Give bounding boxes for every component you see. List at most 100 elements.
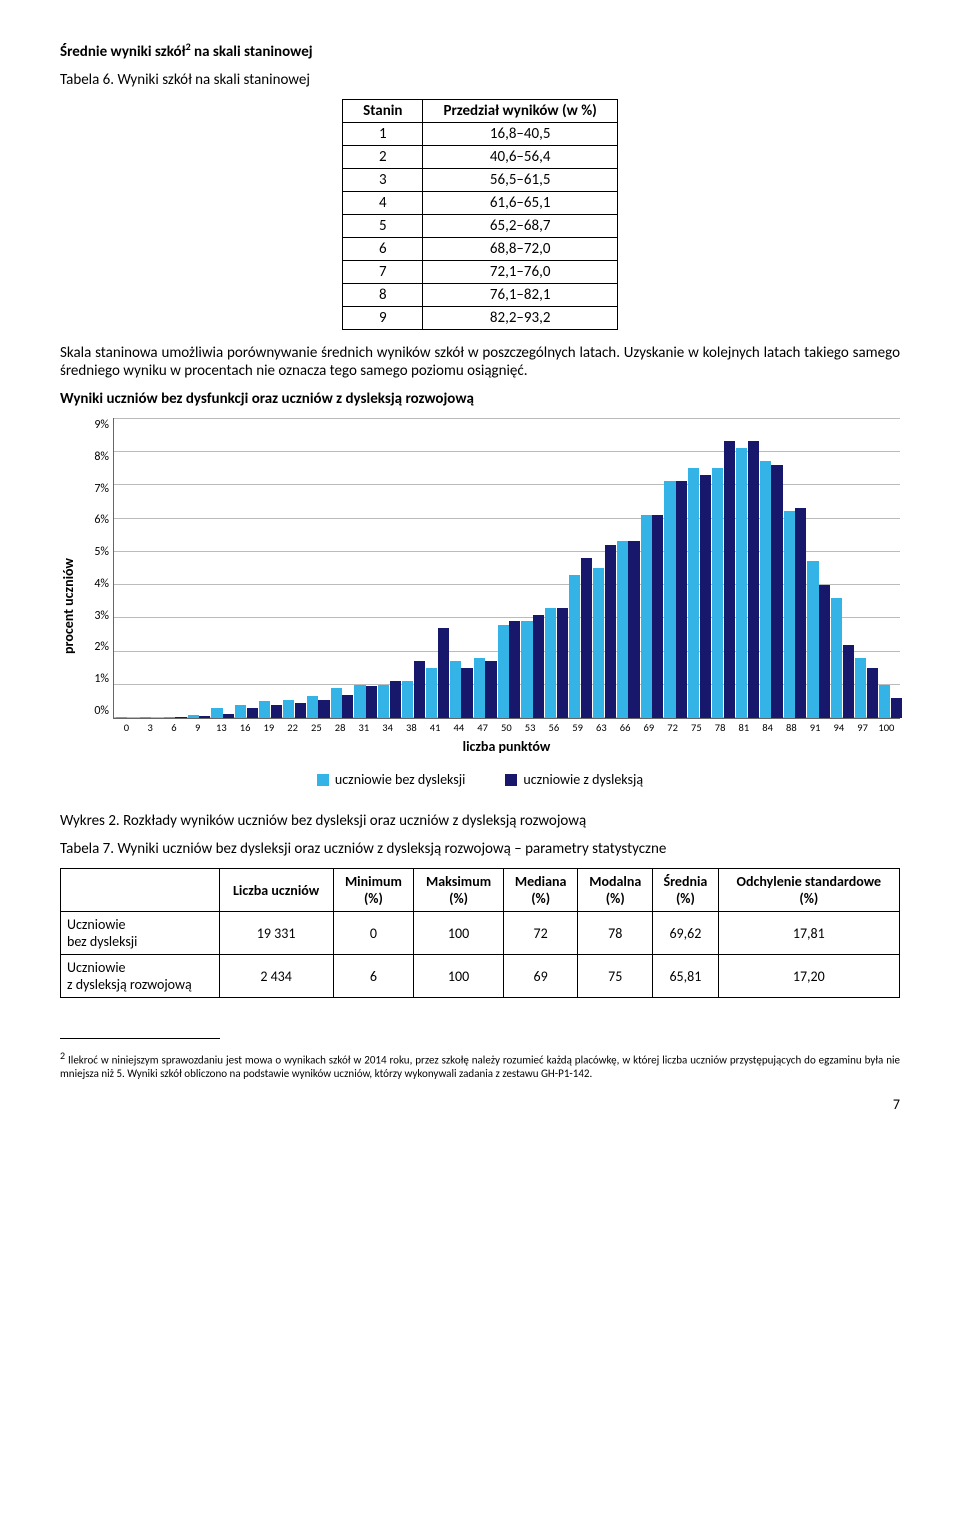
x-tick: 3 (139, 721, 162, 734)
x-tick: 0 (115, 721, 138, 734)
bar-bez (283, 700, 294, 718)
table-cell: 56,5–61,5 (423, 169, 617, 192)
bar-group (116, 418, 139, 718)
table-cell: 6 (343, 238, 423, 261)
footnote: 2 Ilekroć w niniejszym sprawozdaniu jest… (60, 1050, 900, 1080)
y-tick: 6% (81, 513, 109, 527)
x-tick: 75 (685, 721, 708, 734)
x-tick: 53 (519, 721, 542, 734)
chart-plot (113, 418, 900, 719)
table-cell: 2 434 (219, 955, 333, 998)
table-cell: 17,20 (718, 955, 899, 998)
bar-group (140, 418, 163, 718)
bar-group (402, 418, 425, 718)
bar-group (354, 418, 377, 718)
bar-group (498, 418, 521, 718)
stats-row-label: Uczniowiez dysleksją rozwojową (61, 955, 220, 998)
y-tick: 3% (81, 609, 109, 623)
stats-col-header: Średnia(%) (653, 869, 718, 912)
table-cell: 16,8–40,5 (423, 123, 617, 146)
bar-group (164, 418, 187, 718)
bar-z (724, 441, 735, 718)
bar-bez (259, 701, 270, 718)
table-row: 116,8–40,5 (343, 123, 618, 146)
bar-bez (474, 658, 485, 718)
legend-swatch-bez (317, 774, 329, 786)
x-tick: 50 (495, 721, 518, 734)
stats-table: Liczba uczniówMinimum(%)Maksimum(%)Media… (60, 868, 900, 998)
bar-z (295, 703, 306, 718)
bar-bez (855, 658, 866, 718)
x-tick: 41 (424, 721, 447, 734)
bar-bez (617, 541, 628, 718)
bar-z (414, 661, 425, 718)
x-tick: 81 (733, 721, 756, 734)
stats-row-label: Uczniowiebez dysleksji (61, 912, 220, 955)
x-tick: 38 (400, 721, 423, 734)
table-row: 772,1–76,0 (343, 261, 618, 284)
bar-bez (712, 468, 723, 718)
table-cell: 78 (578, 912, 653, 955)
x-tick: 97 (851, 721, 874, 734)
x-tick: 31 (353, 721, 376, 734)
bar-z (390, 681, 401, 718)
bar-bez (498, 625, 509, 718)
bar-group (188, 418, 211, 718)
bar-bez (354, 685, 365, 718)
bar-group (521, 418, 544, 718)
bar-group (617, 418, 640, 718)
table-cell: 72,1–76,0 (423, 261, 617, 284)
bar-group (569, 418, 592, 718)
table-cell: 4 (343, 192, 423, 215)
table-row: 461,6–65,1 (343, 192, 618, 215)
legend-z: uczniowie z dysleksją (505, 771, 643, 788)
bar-z (271, 705, 282, 718)
x-tick: 88 (780, 721, 803, 734)
x-tick: 84 (756, 721, 779, 734)
chart-x-axis: 0369131619222528313438414447505356596366… (113, 721, 900, 734)
x-tick: 34 (376, 721, 399, 734)
table-cell: 82,2–93,2 (423, 307, 617, 330)
x-tick: 72 (661, 721, 684, 734)
y-tick: 8% (81, 450, 109, 464)
table-row: 240,6–56,4 (343, 146, 618, 169)
stanin-col1: Stanin (343, 100, 423, 123)
bar-bez (521, 621, 532, 718)
stats-col-header: Minimum(%) (333, 869, 413, 912)
bar-bez (879, 685, 890, 718)
bar-group (855, 418, 878, 718)
bar-group (712, 418, 735, 718)
bar-bez (807, 561, 818, 718)
y-tick: 0% (81, 704, 109, 718)
bar-z (318, 700, 329, 718)
x-tick: 69 (638, 721, 661, 734)
bar-group (307, 418, 330, 718)
x-tick: 25 (305, 721, 328, 734)
bar-group (807, 418, 830, 718)
bar-bez (211, 708, 222, 718)
bar-bez (331, 688, 342, 718)
table-row: 565,2–68,7 (343, 215, 618, 238)
bar-group (259, 418, 282, 718)
table-cell: 6 (333, 955, 413, 998)
bar-bez (641, 515, 652, 718)
bar-z (581, 558, 592, 718)
x-tick: 28 (329, 721, 352, 734)
bar-bez (426, 668, 437, 718)
table-cell: 69,62 (653, 912, 718, 955)
bar-z (223, 714, 234, 718)
bar-bez (760, 461, 771, 718)
bar-z (438, 628, 449, 718)
table-cell: 61,6–65,1 (423, 192, 617, 215)
bar-z (676, 481, 687, 718)
bar-group (211, 418, 234, 718)
bar-z (509, 621, 520, 718)
x-tick: 9 (186, 721, 209, 734)
y-tick: 7% (81, 482, 109, 496)
bar-group (331, 418, 354, 718)
page-number: 7 (60, 1096, 900, 1113)
bar-bez (235, 705, 246, 718)
x-tick: 56 (543, 721, 566, 734)
bar-z (700, 475, 711, 718)
bar-bez (688, 468, 699, 718)
